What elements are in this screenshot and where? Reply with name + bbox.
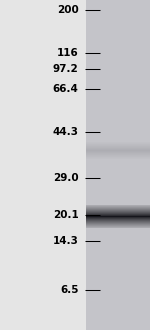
- Text: 20.1: 20.1: [53, 210, 79, 219]
- Text: 14.3: 14.3: [53, 236, 79, 246]
- Text: 29.0: 29.0: [53, 173, 79, 183]
- Text: 116: 116: [57, 48, 79, 58]
- Text: 97.2: 97.2: [53, 64, 79, 74]
- Text: 44.3: 44.3: [53, 127, 79, 137]
- Text: 200: 200: [57, 5, 79, 15]
- Text: 66.4: 66.4: [53, 84, 79, 94]
- Text: 6.5: 6.5: [60, 285, 79, 295]
